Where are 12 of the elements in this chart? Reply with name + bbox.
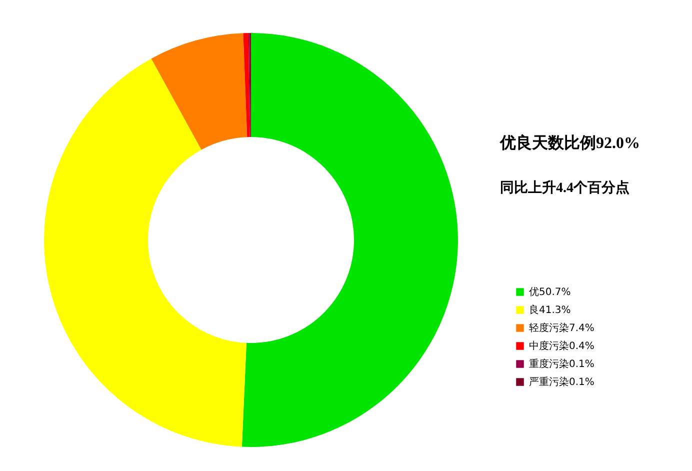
donut-slice [44, 58, 246, 447]
text: 优良天数比例92.0% [499, 134, 640, 152]
donut-slice [151, 33, 248, 150]
donut-slice [242, 33, 458, 447]
legend-label: 中度污染0.4% [529, 340, 594, 352]
legend-label: 良41.3% [529, 304, 571, 316]
text: 同比上升4.4个百分点 [500, 179, 630, 196]
legend-label: 轻度污染7.4% [529, 322, 594, 334]
legend-label: 优50.7% [529, 287, 571, 298]
donut-slice [243, 33, 250, 138]
legend-label: 重度污染0.1% [529, 358, 594, 370]
legend-label: 严重污染0.1% [529, 376, 594, 388]
